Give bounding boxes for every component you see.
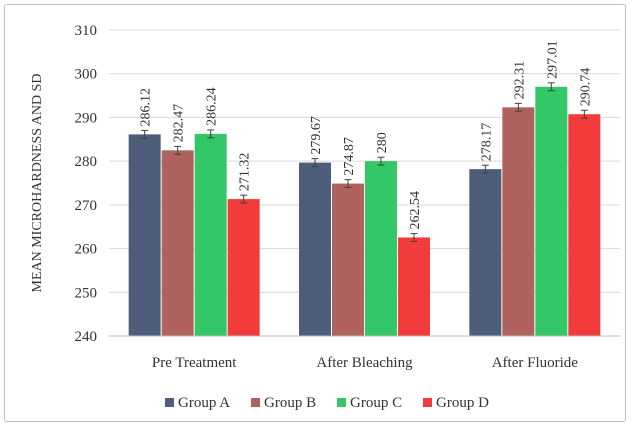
bar xyxy=(365,161,397,336)
bar xyxy=(469,169,502,336)
chart-frame: 240 250 260 270 280 290 300 310 MEAN MICROHARDN… xyxy=(4,4,626,422)
y-tick-label: 310 xyxy=(75,23,98,39)
y-tick-label: 280 xyxy=(75,154,98,170)
y-tick-label: 260 xyxy=(75,242,98,258)
data-label: 262.54 xyxy=(408,191,423,230)
y-tick-label: 300 xyxy=(75,67,98,83)
y-tick-label: 290 xyxy=(75,110,98,126)
legend-swatch xyxy=(251,398,260,407)
bar xyxy=(128,134,161,336)
legend-label: Group C xyxy=(350,395,402,411)
bar xyxy=(227,199,260,336)
y-tick-label: 240 xyxy=(75,329,98,345)
data-label: 292.31 xyxy=(512,61,527,100)
category-label: After Fluoride xyxy=(492,355,579,371)
legend-label: Group B xyxy=(264,395,316,411)
bar xyxy=(398,237,430,336)
data-label: 280 xyxy=(375,132,390,153)
error-bars xyxy=(141,82,588,242)
data-label: 274.87 xyxy=(342,137,357,176)
bars xyxy=(128,86,601,337)
legend-label: Group D xyxy=(436,395,489,411)
data-labels: 286.12 282.47 286.24 271.32 279.67 274.87 280 2… xyxy=(139,40,594,229)
bar xyxy=(161,150,194,336)
category-label: Pre Treatment xyxy=(152,355,237,371)
legend-swatch xyxy=(423,398,432,407)
legend-swatch xyxy=(337,398,346,407)
data-label: 286.12 xyxy=(139,88,154,127)
data-label: 290.74 xyxy=(578,68,593,107)
x-axis-categories: Pre Treatment After Bleaching After Fluori… xyxy=(152,355,578,371)
gridlines xyxy=(109,29,620,293)
bar xyxy=(568,114,601,336)
data-label: 286.24 xyxy=(205,87,220,126)
bar xyxy=(502,107,535,337)
data-label: 279.67 xyxy=(309,116,324,155)
data-label: 297.01 xyxy=(545,40,560,79)
y-axis-title: MEAN MICROHARDNESS AND SD xyxy=(30,74,45,293)
bar xyxy=(535,86,568,337)
data-label: 271.32 xyxy=(238,153,253,192)
data-label: 278.17 xyxy=(479,123,494,162)
y-tick-label: 270 xyxy=(75,198,98,214)
y-tick-label: 250 xyxy=(75,285,98,301)
bar xyxy=(299,162,331,336)
legend-label: Group A xyxy=(178,395,230,411)
data-label: 282.47 xyxy=(172,104,187,143)
legend: Group A Group B Group C Group D xyxy=(165,395,489,411)
legend-swatch xyxy=(165,398,174,407)
bar-chart: 240 250 260 270 280 290 300 310 MEAN MICROHARDN… xyxy=(30,23,620,411)
y-axis-ticks: 240 250 260 270 280 290 300 310 xyxy=(75,23,98,345)
bar xyxy=(194,133,227,336)
bar xyxy=(332,183,364,336)
category-label: After Bleaching xyxy=(316,355,413,371)
